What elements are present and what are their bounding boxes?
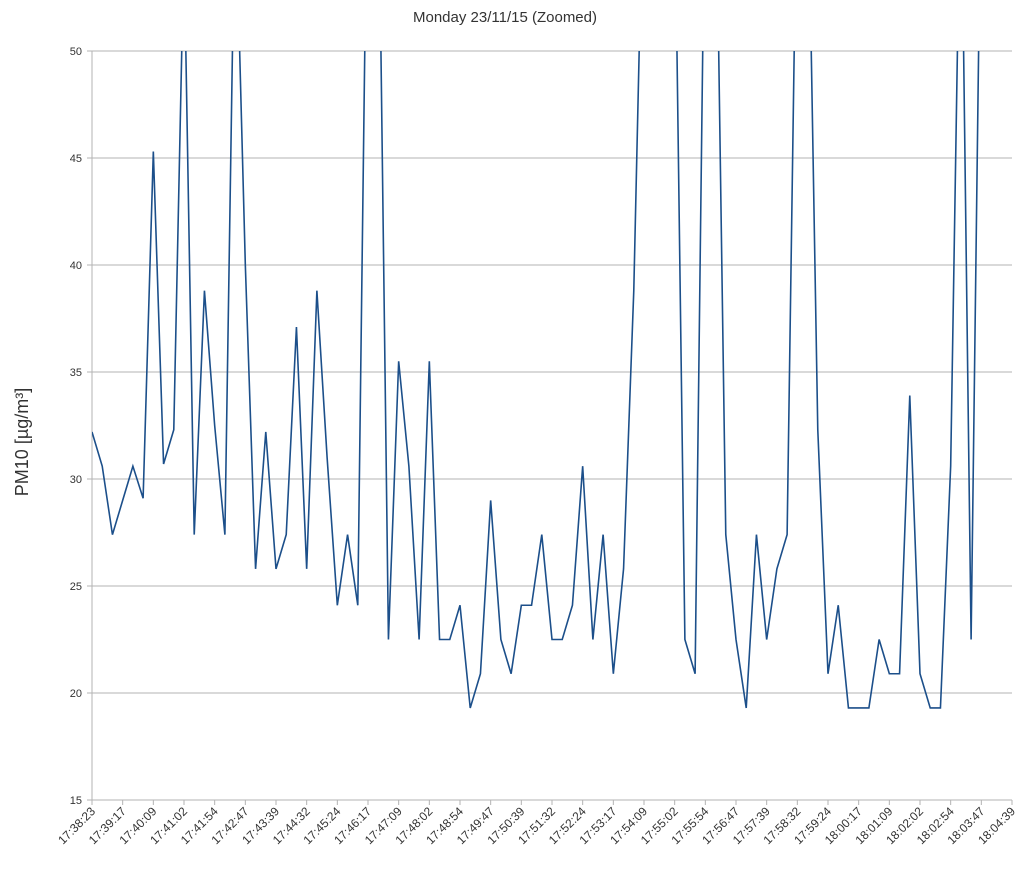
y-tick-label: 45 (70, 153, 82, 165)
y-tick-label: 35 (70, 367, 82, 379)
y-tick-label: 30 (70, 474, 82, 486)
y-axis-label: PM10 [µg/m³] (12, 388, 32, 496)
y-tick-label: 50 (70, 46, 82, 58)
data-line (92, 51, 980, 709)
y-tick-label: 40 (70, 260, 82, 272)
chart-title: Monday 23/11/15 (Zoomed) (413, 9, 597, 26)
y-tick-label: 15 (70, 795, 82, 807)
y-tick-label: 20 (70, 688, 82, 700)
y-tick-label: 25 (70, 581, 82, 593)
